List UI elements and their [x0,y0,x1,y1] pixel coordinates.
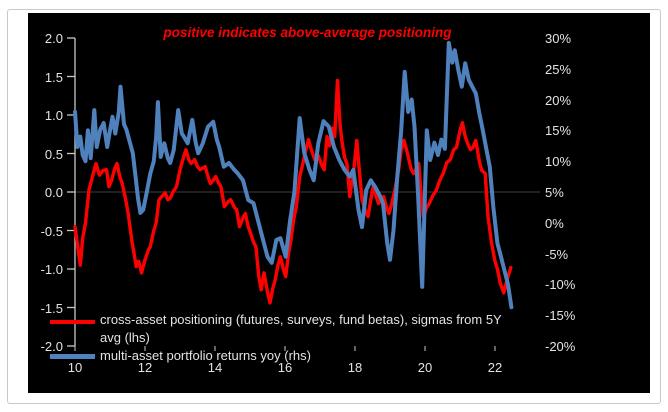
y-right-tick-label: 20% [545,92,572,108]
x-tick-label: 22 [487,360,503,375]
y-left-tick-label: -1.0 [40,262,63,277]
x-tick-label: 18 [347,360,363,375]
y-right-tick-label: -5% [545,246,569,262]
y-right-tick-label: 0% [545,215,564,231]
y-left-tick-label: 0.5 [44,146,63,162]
y-left-tick-label: -2.0 [40,339,63,354]
chart-title: positive indicates above-average positio… [163,25,452,40]
x-tick-label: 20 [417,360,433,375]
y-left-tick-label: -1.5 [40,300,63,316]
y-left-tick-label: -0.5 [40,223,63,239]
y-right-tick-label: 30% [545,31,572,46]
y-right-tick-label: -15% [545,308,576,324]
x-tick-label: 14 [207,360,223,375]
y-right-tick-label: -20% [545,339,576,354]
x-tick-label: 16 [277,360,293,375]
legend-label-returns: multi-asset portfolio returns yoy (rhs) [100,348,311,363]
y-left-tick-label: 2.0 [44,31,63,46]
y-right-tick-label: 5% [545,185,564,200]
y-right-tick-label: 15% [545,123,572,139]
y-left-tick-label: 1.5 [44,69,63,85]
legend-swatch-returns [50,354,95,359]
chart-plot-background [28,13,650,393]
x-tick-label: 10 [67,360,83,375]
legend-swatch-positioning [50,320,95,324]
legend-label-positioning-line1: cross-asset positioning (futures, survey… [100,312,502,327]
y-left-tick-label: 1.0 [44,108,63,123]
y-left-tick-label: 0.0 [44,185,63,200]
y-right-tick-label: 25% [545,61,572,77]
legend-label-positioning-line2: avg (lhs) [100,330,150,345]
y-right-tick-label: 10% [545,154,572,170]
x-tick-label: 12 [137,360,153,375]
y-right-tick-label: -10% [545,277,576,293]
